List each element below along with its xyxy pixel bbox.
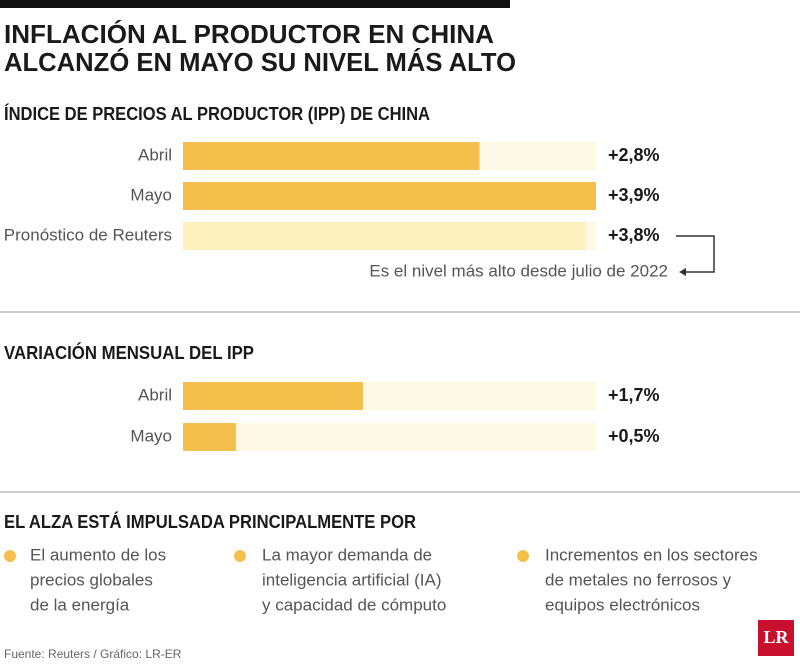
source: Fuente: Reuters / Gráfico: LR-ER [4,647,182,661]
bar [183,423,236,451]
value-label: +1,7% [608,385,660,405]
bar [183,382,364,410]
driver-text: precios globales [30,570,153,589]
chart-title: ÍNDICE DE PRECIOS AL PRODUCTOR (IPP) DE … [4,103,430,124]
driver-text: equipos electrónicos [545,595,700,614]
bullet [4,550,16,562]
driver-text: y capacidad de cómputo [262,595,446,614]
category-label: Mayo [130,185,172,204]
driver-text: de la energía [30,595,130,614]
chart-title: VARIACIÓN MENSUAL DEL IPP [4,342,254,363]
value-label: +3,8% [608,225,660,245]
top-bar [0,0,510,8]
value-label: +2,8% [608,145,660,165]
annotation-arrow [679,268,686,276]
driver-text: de metales no ferrosos y [545,570,732,589]
annotation-connector [676,235,715,273]
category-label: Abril [138,145,172,164]
driver-text: La mayor demanda de [262,545,432,564]
value-label: +3,9% [608,185,660,205]
driver-text: El aumento de los [30,545,166,564]
bar [183,142,480,170]
annotation: Es el nivel más alto desde julio de 2022 [369,261,668,280]
title-line: ALCANZÓ EN MAYO SU NIVEL MÁS ALTO [4,47,516,77]
bar [183,182,596,210]
bar-track [183,423,596,451]
category-label: Abril [138,385,172,404]
value-label: +0,5% [608,426,660,446]
title-line: INFLACIÓN AL PRODUCTOR EN CHINA [4,19,494,49]
logo-box [758,620,794,656]
category-label: Mayo [130,426,172,445]
driver-text: inteligencia artificial (IA) [262,570,442,589]
drivers-title: EL ALZA ESTÁ IMPULSADA PRINCIPALMENTE PO… [4,511,416,532]
bullet [234,550,246,562]
bar [183,222,586,250]
bullet [517,550,529,562]
category-label: Pronóstico de Reuters [4,225,172,244]
driver-text: Incrementos en los sectores [545,545,758,564]
logo: LR [763,627,789,647]
